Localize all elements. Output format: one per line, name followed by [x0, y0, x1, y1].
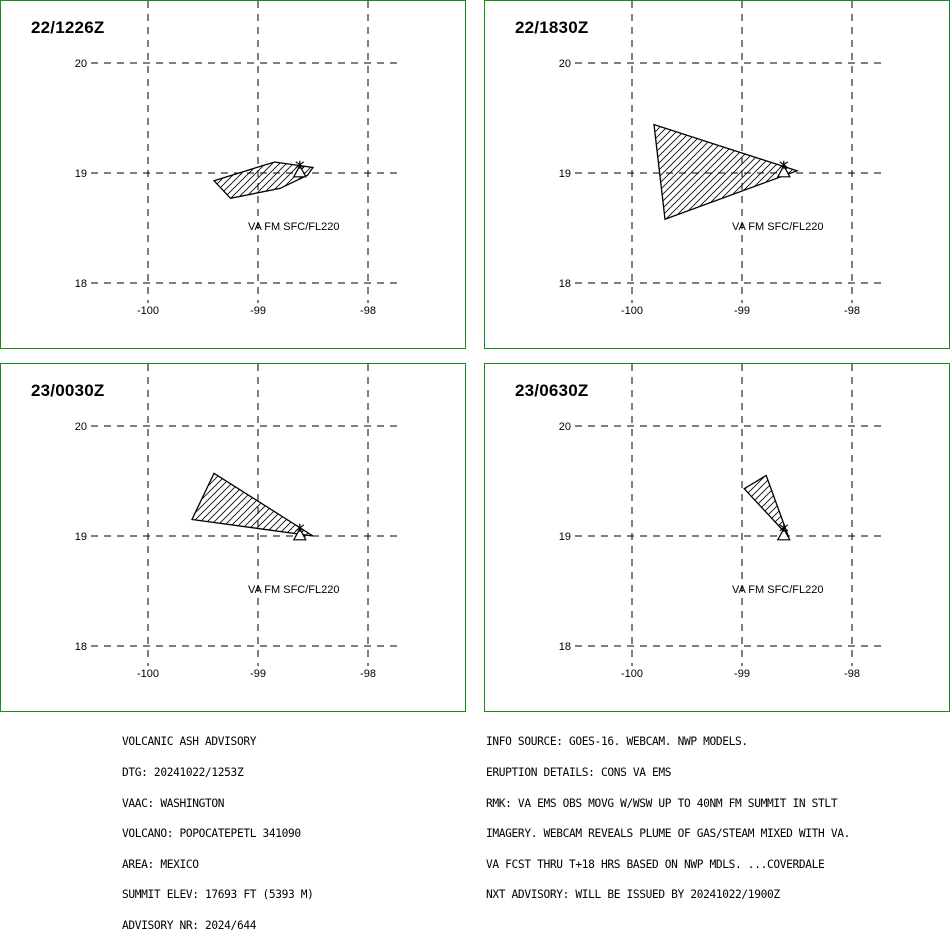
- latitude-label: 20: [559, 421, 571, 433]
- longitude-label: -98: [360, 668, 376, 680]
- latitude-label: 18: [559, 641, 571, 653]
- advisory-remarks-block: INFO SOURCE: GOES-16. WEBCAM. NWP MODELS…: [486, 717, 850, 911]
- advisory-line: AREA: MEXICO: [122, 857, 199, 871]
- map-canvas: 20 19 18 -100 -99 -98 VA FM SFC/FL220: [559, 364, 887, 680]
- latitude-label: 18: [559, 278, 571, 290]
- flight-level-label: VA FM SFC/FL220: [248, 221, 340, 233]
- longitude-label: -99: [250, 668, 266, 680]
- latitude-label: 20: [75, 421, 87, 433]
- advisory-line: ADVISORY NR: 2024/644: [122, 918, 257, 932]
- map-canvas: 20 19 18 -100 -99 -98 VA FM SFC/FL220: [75, 1, 403, 317]
- latitude-label: 19: [559, 531, 571, 543]
- latitude-label: 19: [75, 531, 87, 543]
- latitude-label: 19: [559, 168, 571, 180]
- advisory-line: IMAGERY. WEBCAM REVEALS PLUME OF GAS/STE…: [486, 827, 850, 841]
- advisory-line: VOLCANIC ASH ADVISORY: [122, 735, 257, 749]
- longitude-label: -100: [137, 668, 159, 680]
- panel-title: 22/1226Z: [31, 18, 105, 37]
- ash-plume-polygon: [743, 474, 789, 537]
- longitude-label: -98: [844, 668, 860, 680]
- volcano-icon: [776, 523, 791, 541]
- advisory-line: INFO SOURCE: GOES-16. WEBCAM. NWP MODELS…: [486, 735, 748, 749]
- volcano-icon: [776, 160, 791, 178]
- longitude-label: -99: [250, 305, 266, 317]
- longitude-label: -99: [734, 668, 750, 680]
- longitude-label: -100: [621, 668, 643, 680]
- ash-plume-polygon: [653, 123, 799, 221]
- advisory-line: SUMMIT ELEV: 17693 FT (5393 M): [122, 888, 314, 902]
- forecast-panel-4: 20 19 18 -100 -99 -98 VA FM SFC/FL220 23/0630Z: [484, 363, 950, 712]
- latitude-label: 19: [75, 168, 87, 180]
- advisory-line: DTG: 20241022/1253Z: [122, 766, 244, 779]
- panel-title: 22/1830Z: [515, 18, 589, 37]
- advisory-line: VOLCANO: POPOCATEPETL 341090: [122, 827, 301, 841]
- advisory-line: VAAC: WASHINGTON: [122, 796, 225, 810]
- latitude-label: 18: [75, 641, 87, 653]
- volcano-icon: [292, 160, 307, 178]
- advisory-line: NXT ADVISORY: WILL BE ISSUED BY 20241022…: [486, 888, 780, 902]
- longitude-label: -98: [844, 305, 860, 317]
- advisory-line: ERUPTION DETAILS: CONS VA EMS: [486, 766, 672, 779]
- advisory-line: VA FCST THRU T+18 HRS BASED ON NWP MDLS.…: [486, 857, 825, 871]
- longitude-label: -100: [621, 305, 643, 317]
- map-canvas: 20 19 18 -100 -99 -98 VA FM SFC/FL220: [559, 1, 887, 317]
- longitude-label: -100: [137, 305, 159, 317]
- forecast-panel-2: 20 19 18 -100 -99 -98 VA FM SFC/FL220 22/1830Z: [484, 0, 950, 349]
- panel-title: 23/0630Z: [515, 381, 589, 400]
- flight-level-label: VA FM SFC/FL220: [732, 221, 824, 233]
- map-canvas: 20 19 18 -100 -99 -98 VA FM SFC/FL220: [75, 364, 403, 680]
- flight-level-label: VA FM SFC/FL220: [248, 584, 340, 596]
- ash-plume-polygon: [212, 161, 315, 200]
- ash-plume-polygon: [191, 472, 314, 537]
- longitude-label: -98: [360, 305, 376, 317]
- advisory-line: RMK: VA EMS OBS MOVG W/WSW UP TO 40NM FM…: [486, 796, 838, 810]
- panel-title: 23/0030Z: [31, 381, 105, 400]
- longitude-label: -99: [734, 305, 750, 317]
- advisory-header-block: VOLCANIC ASH ADVISORY DTG: 20241022/1253…: [122, 717, 314, 941]
- forecast-panel-3: 20 19 18 -100 -99 -98 VA FM SFC/FL220 23/0030Z: [0, 363, 466, 712]
- volcano-icon: [292, 523, 307, 541]
- flight-level-label: VA FM SFC/FL220: [732, 584, 824, 596]
- latitude-label: 20: [75, 58, 87, 70]
- latitude-label: 20: [559, 58, 571, 70]
- forecast-panel-1: 20 19 18 -100 -99 -98 VA FM SFC/FL220 22/1226Z: [0, 0, 466, 349]
- latitude-label: 18: [75, 278, 87, 290]
